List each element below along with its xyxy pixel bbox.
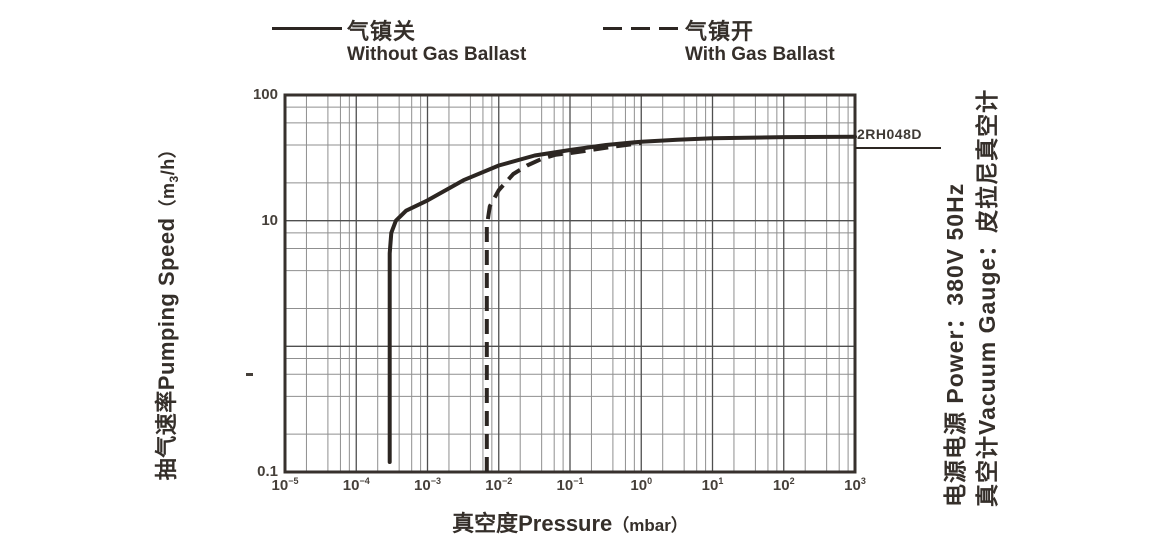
y-axis-tick-mark — [246, 373, 253, 376]
legend-without-gas-ballast-zh: 气镇关 — [347, 19, 417, 44]
legend-with-gas-ballast-en: With Gas Ballast — [685, 44, 835, 65]
x-tick-label: 10−1 — [556, 476, 584, 494]
solid-line-swatch — [272, 27, 342, 30]
y-axis-label: 抽气速率Pumping Speed（m3/h） — [149, 140, 181, 480]
x-tick-label: 10−3 — [414, 476, 441, 494]
x-tick-label: 102 — [772, 476, 795, 494]
x-tick-label: 101 — [701, 476, 724, 494]
curve-solid — [387, 134, 857, 464]
x-axis-label-text: 真空度Pressure — [452, 511, 613, 536]
x-tick-label: 103 — [844, 476, 866, 494]
x-axis-label: 真空度Pressure（mbar） — [285, 506, 855, 538]
x-tick-label: 10−5 — [271, 476, 299, 494]
y-tick-label: 0.1 — [257, 463, 278, 480]
y-tick-label: 100 — [252, 86, 278, 103]
curve-dashed — [484, 141, 642, 472]
dashed-line-swatch — [603, 27, 680, 30]
power-spec-note: 电源电源 Power：380V 50Hz — [942, 182, 968, 507]
legend-with-gas-ballast-zh: 气镇开 — [685, 19, 755, 44]
y-axis-unit-open: （m — [158, 182, 178, 218]
x-axis-unit: （mbar） — [612, 516, 688, 535]
vacuum-gauge-note: 真空计Vacuum Gauge：皮拉尼真空计 — [974, 88, 1000, 507]
y-axis-unit-close: /h） — [158, 139, 178, 176]
legend-without-gas-ballast-en: Without Gas Ballast — [347, 44, 527, 65]
x-tick-label: 100 — [630, 476, 653, 494]
y-axis-unit-digit: 3 — [167, 175, 181, 183]
y-tick-label: 10 — [261, 211, 278, 229]
x-tick-label: 10−4 — [342, 476, 370, 494]
y-axis-label-text: 抽气速率Pumping Speed — [154, 217, 179, 481]
x-tick-label: 10−2 — [485, 476, 513, 494]
curve-model-annotation: 2RH048D — [857, 126, 922, 142]
